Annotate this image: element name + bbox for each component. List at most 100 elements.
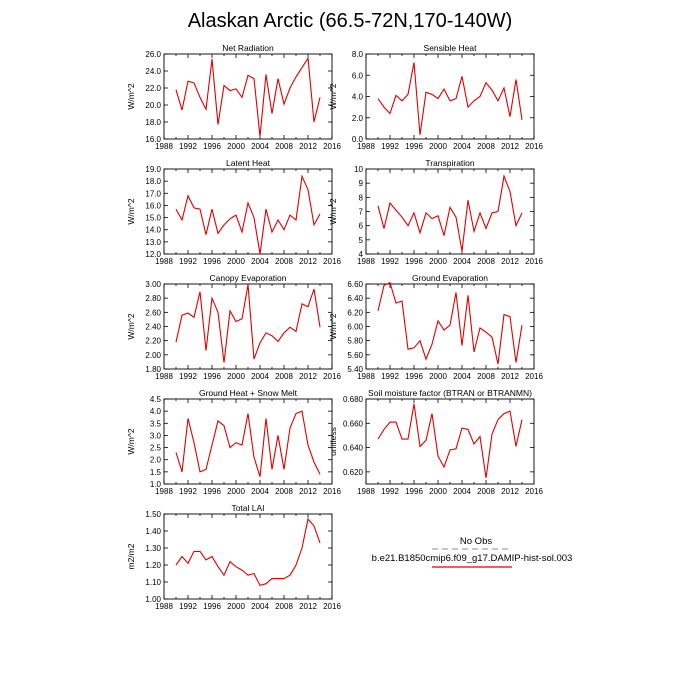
x-tick-label: 2016 — [525, 142, 543, 151]
axis-frame — [163, 283, 333, 370]
x-tick-label: 1996 — [203, 142, 221, 151]
y-tick-label: 6.40 — [347, 294, 363, 303]
x-tick-label: 2000 — [227, 372, 245, 381]
x-tick-label: 2000 — [429, 372, 447, 381]
y-tick-label: 1.80 — [145, 365, 161, 374]
y-tick-label: 19.0 — [145, 165, 161, 174]
x-tick-label: 2008 — [275, 487, 293, 496]
x-tick-label: 2012 — [299, 487, 317, 496]
x-tick-label: 2004 — [251, 372, 269, 381]
y-tick-label: 15.0 — [145, 214, 161, 223]
x-tick-label: 2008 — [275, 372, 293, 381]
x-tick-label: 2012 — [501, 487, 519, 496]
x-tick-label: 1988 — [357, 257, 375, 266]
y-tick-label: 2.80 — [145, 294, 161, 303]
panel-4: Canopy Evaporation W/m^2 1988 1992 1996 2000 2… — [126, 273, 341, 381]
x-tick-label: 2008 — [477, 372, 495, 381]
y-tick-label: 0.680 — [343, 395, 364, 404]
x-tick-label: 1988 — [357, 487, 375, 496]
y-tick-label: 5 — [359, 236, 364, 245]
y-axis-label: W/m^2 — [328, 198, 338, 224]
x-tick-label: 1996 — [405, 142, 423, 151]
y-tick-label: 16.0 — [145, 201, 161, 210]
x-tick-label: 2016 — [525, 372, 543, 381]
y-tick-label: 6.0 — [352, 71, 364, 80]
x-tick-label: 1992 — [179, 602, 197, 611]
panel-title: Total LAI — [231, 503, 264, 513]
x-tick-label: 1992 — [381, 487, 399, 496]
series-line — [175, 56, 321, 137]
y-tick-label: 3.5 — [150, 419, 162, 428]
y-tick-label: 4.5 — [150, 395, 162, 404]
y-axis-label: W/m^2 — [328, 83, 338, 109]
series-line — [175, 174, 321, 255]
series-line — [377, 403, 523, 478]
y-tick-label: 16.0 — [145, 135, 161, 144]
series-line — [175, 517, 321, 587]
panel-title: Sensible Heat — [424, 43, 478, 53]
x-tick-label: 1988 — [155, 487, 173, 496]
y-tick-label: 6.60 — [347, 280, 363, 289]
x-tick-label: 2004 — [453, 487, 471, 496]
y-tick-label: 3.00 — [145, 280, 161, 289]
x-tick-label: 2016 — [525, 257, 543, 266]
y-tick-label: 1.0 — [150, 480, 162, 489]
x-tick-label: 1988 — [357, 142, 375, 151]
x-tick-label: 2016 — [323, 257, 341, 266]
axis-frame — [365, 53, 535, 140]
y-axis-label: W/m^2 — [126, 83, 136, 109]
series-line — [377, 62, 523, 135]
y-tick-label: 0.0 — [352, 135, 364, 144]
y-tick-label: 1.40 — [145, 527, 161, 536]
x-tick-label: 1992 — [179, 257, 197, 266]
x-tick-label: 2016 — [323, 487, 341, 496]
y-tick-label: 17.0 — [145, 189, 161, 198]
x-tick-label: 1992 — [179, 372, 197, 381]
x-tick-label: 2000 — [227, 487, 245, 496]
y-tick-label: 7 — [359, 208, 364, 217]
y-tick-label: 13.0 — [145, 238, 161, 247]
x-tick-label: 1992 — [381, 257, 399, 266]
panel-5: Ground Evaporation W/m^2 1988 1992 1996 2000 2… — [328, 273, 543, 381]
x-tick-label: 2004 — [251, 487, 269, 496]
x-tick-label: 1992 — [179, 487, 197, 496]
y-tick-label: 5.80 — [347, 337, 363, 346]
page-title: Alaskan Arctic (66.5-72N,170-140W) — [187, 10, 513, 32]
y-tick-label: 22.0 — [145, 84, 161, 93]
y-tick-label: 3.0 — [150, 431, 162, 440]
y-tick-label: 9 — [359, 179, 364, 188]
y-tick-label: 1.30 — [145, 544, 161, 553]
y-tick-label: 14.0 — [145, 226, 161, 235]
x-tick-label: 2008 — [275, 142, 293, 151]
panel-6: Ground Heat + Snow Melt W/m^2 1988 1992 1996… — [126, 388, 341, 496]
x-tick-label: 2012 — [299, 372, 317, 381]
axis-frame — [163, 53, 333, 140]
x-tick-label: 2000 — [227, 142, 245, 151]
x-tick-label: 2008 — [477, 487, 495, 496]
x-tick-label: 2004 — [453, 257, 471, 266]
panel-title: Net Radiation — [222, 43, 274, 53]
y-tick-label: 0.620 — [343, 468, 364, 477]
x-tick-label: 1988 — [155, 602, 173, 611]
y-tick-label: 24.0 — [145, 67, 161, 76]
y-tick-label: 4.0 — [352, 93, 364, 102]
legend-label-obs: No Obs — [460, 536, 492, 547]
axis-frame — [163, 168, 333, 255]
y-tick-label: 18.0 — [145, 118, 161, 127]
y-tick-label: 2.40 — [145, 323, 161, 332]
panel-0: Net Radiation W/m^2 1988 1992 1996 2000 2004 20… — [126, 43, 341, 151]
panel-2: Latent Heat W/m^2 1988 1992 1996 2000 2004 2008… — [126, 158, 341, 266]
panel-title: Transpiration — [425, 158, 475, 168]
x-tick-label: 1996 — [405, 487, 423, 496]
y-tick-label: 0.640 — [343, 444, 364, 453]
x-tick-label: 1996 — [203, 257, 221, 266]
y-axis-label: W/m^2 — [126, 428, 136, 454]
x-tick-label: 2008 — [477, 142, 495, 151]
x-tick-label: 2004 — [453, 372, 471, 381]
y-tick-label: 20.0 — [145, 101, 161, 110]
x-tick-label: 2000 — [429, 487, 447, 496]
x-tick-label: 2008 — [477, 257, 495, 266]
series-line — [377, 174, 523, 252]
y-tick-label: 6.00 — [347, 323, 363, 332]
x-tick-label: 2012 — [501, 372, 519, 381]
